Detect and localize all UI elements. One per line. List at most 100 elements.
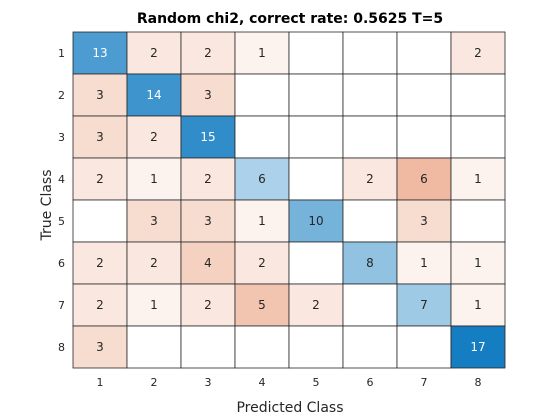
- y-tick-3: 3: [58, 131, 65, 144]
- y-tick-4: 4: [58, 173, 65, 186]
- y-tick-1: 1: [58, 47, 65, 60]
- cell-value-r7-c4: 5: [258, 298, 266, 312]
- cell-r2-c3: [180, 73, 236, 117]
- cell-r6-c7: [396, 241, 452, 285]
- cell-r5-c8: [450, 199, 506, 243]
- cell-value-r3-c3: 15: [200, 130, 215, 144]
- cell-r3-c6: [342, 115, 398, 159]
- cell-r6-c4: [234, 241, 290, 285]
- cell-r4-c7: [396, 157, 452, 201]
- cell-value-r4-c2: 1: [150, 172, 158, 186]
- cell-r8-c7: [396, 325, 452, 369]
- cell-value-r3-c1: 3: [96, 130, 104, 144]
- y-tick-7: 7: [58, 299, 65, 312]
- y-tick-2: 2: [58, 89, 65, 102]
- cell-r2-c6: [342, 73, 398, 117]
- cell-r2-c4: [234, 73, 290, 117]
- cell-r3-c8: [450, 115, 506, 159]
- x-tick-1: 1: [97, 376, 104, 389]
- cell-value-r6-c8: 1: [474, 256, 482, 270]
- cell-r7-c7: [396, 283, 452, 327]
- cell-value-r8-c8: 17: [470, 340, 485, 354]
- cell-r8-c1: [72, 325, 128, 369]
- cell-r5-c4: [234, 199, 290, 243]
- cell-r8-c8: [450, 325, 506, 369]
- cell-value-r1-c3: 2: [204, 46, 212, 60]
- cell-value-r7-c2: 1: [150, 298, 158, 312]
- matrix-cells: 13 2 2 1 23 14 33 2 152 1 2 6 2 6 13 3 1 10 32 2 4 2 8 1 12 1 2 5 2 7…: [72, 31, 506, 369]
- cell-value-r7-c7: 7: [420, 298, 428, 312]
- cell-r7-c6: [342, 283, 398, 327]
- cell-value-r1-c8: 2: [474, 46, 482, 60]
- cell-r3-c5: [288, 115, 344, 159]
- cell-value-r5-c7: 3: [420, 214, 428, 228]
- cell-r2-c1: [72, 73, 128, 117]
- cell-value-r4-c6: 2: [366, 172, 374, 186]
- cell-value-r6-c2: 2: [150, 256, 158, 270]
- cell-r2-c5: [288, 73, 344, 117]
- cell-r4-c6: [342, 157, 398, 201]
- cell-value-r1-c1: 13: [92, 46, 107, 60]
- cell-r7-c8: [450, 283, 506, 327]
- x-axis-label: Predicted Class: [236, 400, 343, 416]
- cell-r4-c3: [180, 157, 236, 201]
- cell-value-r4-c4: 6: [258, 172, 266, 186]
- cell-r5-c2: [126, 199, 182, 243]
- cell-r5-c3: [180, 199, 236, 243]
- cell-value-r7-c1: 2: [96, 298, 104, 312]
- x-tick-2: 2: [151, 376, 158, 389]
- cell-r8-c3: [180, 325, 236, 369]
- y-tick-labels: 1 2 3 4 5 6 7 8: [58, 47, 65, 354]
- cell-r5-c7: [396, 199, 452, 243]
- cell-value-r1-c2: 2: [150, 46, 158, 60]
- cell-r1-c1: [72, 31, 128, 75]
- cell-value-r4-c3: 2: [204, 172, 212, 186]
- cell-r7-c1: [72, 283, 128, 327]
- cell-r8-c4: [234, 325, 290, 369]
- x-tick-labels: 1 2 3 4 5 6 7 8: [97, 376, 482, 389]
- cell-value-r5-c5: 10: [308, 214, 323, 228]
- cell-value-r5-c3: 3: [204, 214, 212, 228]
- cell-r1-c5: [288, 31, 344, 75]
- cell-value-r5-c4: 1: [258, 214, 266, 228]
- cell-value-r2-c2: 14: [146, 88, 161, 102]
- cell-value-r2-c3: 3: [204, 88, 212, 102]
- cell-value-r3-c2: 2: [150, 130, 158, 144]
- cell-r2-c7: [396, 73, 452, 117]
- cell-r4-c1: [72, 157, 128, 201]
- cell-r3-c7: [396, 115, 452, 159]
- x-tick-8: 8: [475, 376, 482, 389]
- cell-value-r6-c4: 2: [258, 256, 266, 270]
- y-tick-6: 6: [58, 257, 65, 270]
- cell-r1-c2: [126, 31, 182, 75]
- cell-r1-c3: [180, 31, 236, 75]
- x-tick-4: 4: [259, 376, 266, 389]
- cell-r5-c5: [288, 199, 344, 243]
- cell-r5-c1: [72, 199, 128, 243]
- cell-value-r4-c8: 1: [474, 172, 482, 186]
- cell-r5-c6: [342, 199, 398, 243]
- cell-r6-c2: [126, 241, 182, 285]
- x-tick-3: 3: [205, 376, 212, 389]
- cell-r6-c6: [342, 241, 398, 285]
- y-tick-8: 8: [58, 341, 65, 354]
- x-tick-6: 6: [367, 376, 374, 389]
- y-axis-label: True Class: [39, 169, 55, 241]
- cell-r2-c8: [450, 73, 506, 117]
- y-tick-5: 5: [58, 215, 65, 228]
- cell-r6-c5: [288, 241, 344, 285]
- cell-r3-c2: [126, 115, 182, 159]
- cell-value-r6-c7: 1: [420, 256, 428, 270]
- cell-value-r6-c3: 4: [204, 256, 212, 270]
- cell-value-r7-c5: 2: [312, 298, 320, 312]
- cell-value-r7-c3: 2: [204, 298, 212, 312]
- x-tick-5: 5: [313, 376, 320, 389]
- cell-r4-c5: [288, 157, 344, 201]
- cell-r1-c7: [396, 31, 452, 75]
- chart-title: Random chi2, correct rate: 0.5625 T=5: [137, 11, 443, 27]
- cell-r8-c2: [126, 325, 182, 369]
- cell-value-r4-c7: 6: [420, 172, 428, 186]
- cell-r3-c4: [234, 115, 290, 159]
- cell-r8-c5: [288, 325, 344, 369]
- cell-r1-c6: [342, 31, 398, 75]
